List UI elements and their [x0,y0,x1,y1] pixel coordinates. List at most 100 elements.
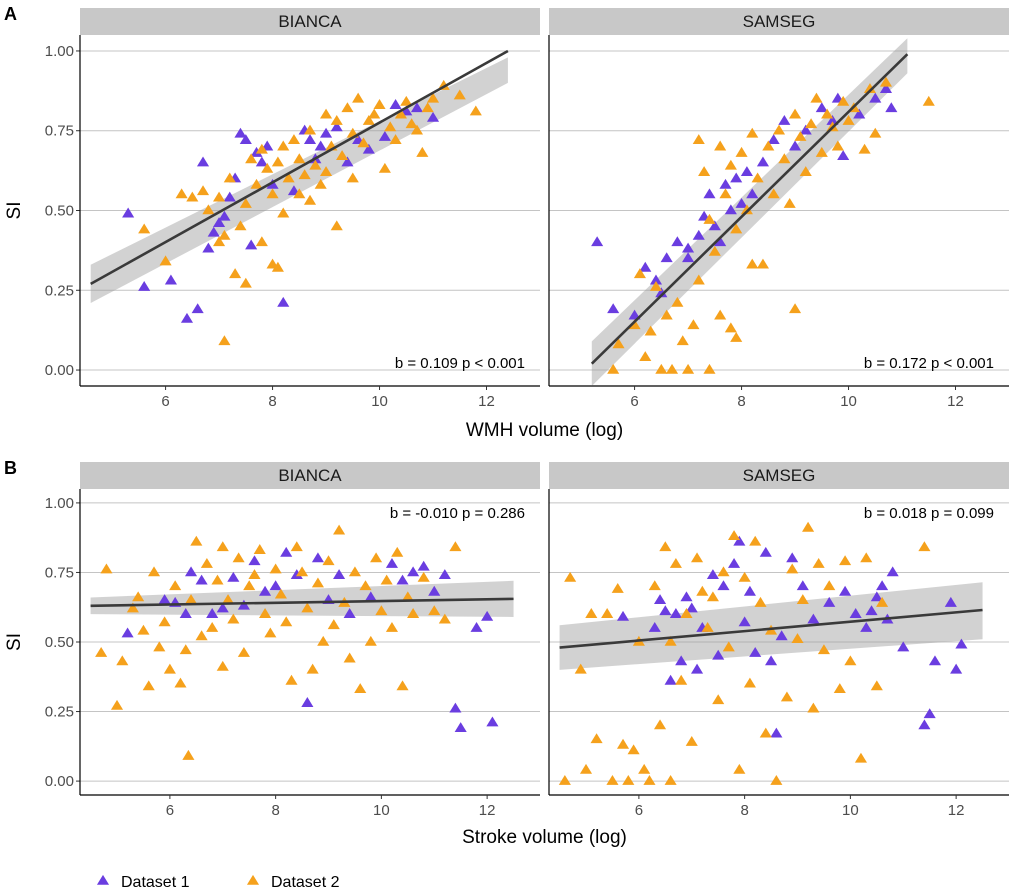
facet-title: BIANCA [278,466,342,485]
data-point [775,630,788,641]
data-point [653,719,667,730]
data-point [616,610,630,621]
data-point [223,172,236,183]
data-point [653,594,667,605]
data-point [164,274,177,285]
data-point [719,188,732,199]
data-point [232,552,245,563]
data-point [708,220,721,231]
data-point [269,563,282,574]
data-point [714,140,727,151]
data-point [687,319,700,330]
data-point [788,303,802,314]
data-point [364,635,377,646]
data-point [486,716,499,727]
data-point [206,621,219,632]
data-point [191,303,204,314]
facet-strip [549,8,1009,35]
y-axis-title: SI [4,633,25,651]
data-point [659,605,672,616]
data-point [746,258,759,269]
data-point [179,608,192,618]
data-point [213,217,226,228]
facet-strip [80,462,540,489]
data-point [469,105,482,116]
data-point [259,608,272,618]
data-point [239,277,252,288]
data-point [708,245,721,256]
data-point [100,563,113,574]
data-point [585,608,598,618]
data-point [558,774,571,785]
data-point [664,774,677,785]
data-point [368,108,381,119]
data-point [810,92,823,103]
data-point [449,702,462,713]
data-point [746,188,759,199]
data-point [690,552,704,563]
data-point [357,137,370,148]
data-point [724,159,737,170]
data-point [417,560,430,571]
panel-b: B SI 0.00 0.25 0.50 0.75 1.00 Stroke volume (lo… [4,458,1009,848]
data-point [385,621,399,632]
data-point [922,95,935,106]
data-point [591,236,604,247]
data-point [137,624,150,635]
data-point [438,569,451,579]
data-point [751,172,764,183]
data-point [849,608,862,618]
data-point [643,774,656,785]
data-point [126,602,139,613]
data-point [380,574,393,585]
data-point [756,258,770,269]
x-tick-label: 8 [268,393,276,410]
data-point [250,146,263,157]
legend: Dataset 1 Dataset 2 [96,874,340,891]
y-tick-label: 1.00 [45,495,74,512]
data-point [319,108,333,119]
data-point [407,608,420,618]
data-point [601,608,614,618]
data-point [239,134,252,145]
data-point [712,649,725,660]
x-tick-label: 12 [948,802,965,819]
data-point [426,111,440,122]
data-point [400,95,413,106]
data-point [314,178,327,189]
data-point [692,229,705,240]
data-point [362,115,375,125]
data-point [343,608,356,618]
data-point [680,608,693,618]
data-point [676,335,689,346]
x-tick-label: 6 [630,393,638,410]
data-point [579,763,593,774]
facet-title: BIANCA [278,12,342,31]
data-point [348,566,361,577]
facet-title: SAMSEG [743,466,816,485]
data-point [364,591,377,602]
data-point [438,613,451,624]
data-point [290,541,303,552]
data-point [796,594,809,605]
data-point [293,153,306,164]
data-point [815,146,828,157]
data-point [122,207,135,218]
data-point [823,596,836,607]
x-tick-label: 12 [947,393,964,410]
data-point [791,633,804,643]
data-point [453,89,466,100]
data-point [269,580,282,591]
x-axis-title: WMH volume (log) [466,420,623,441]
data-point [280,546,293,557]
data-point [389,134,402,145]
data-point [665,363,679,374]
data-point [738,571,751,582]
data-point [740,166,753,176]
data-point [717,580,730,591]
data-point [831,140,844,151]
data-point [574,663,587,674]
data-point [955,638,968,649]
data-point [897,641,910,652]
regression-line [590,53,909,365]
